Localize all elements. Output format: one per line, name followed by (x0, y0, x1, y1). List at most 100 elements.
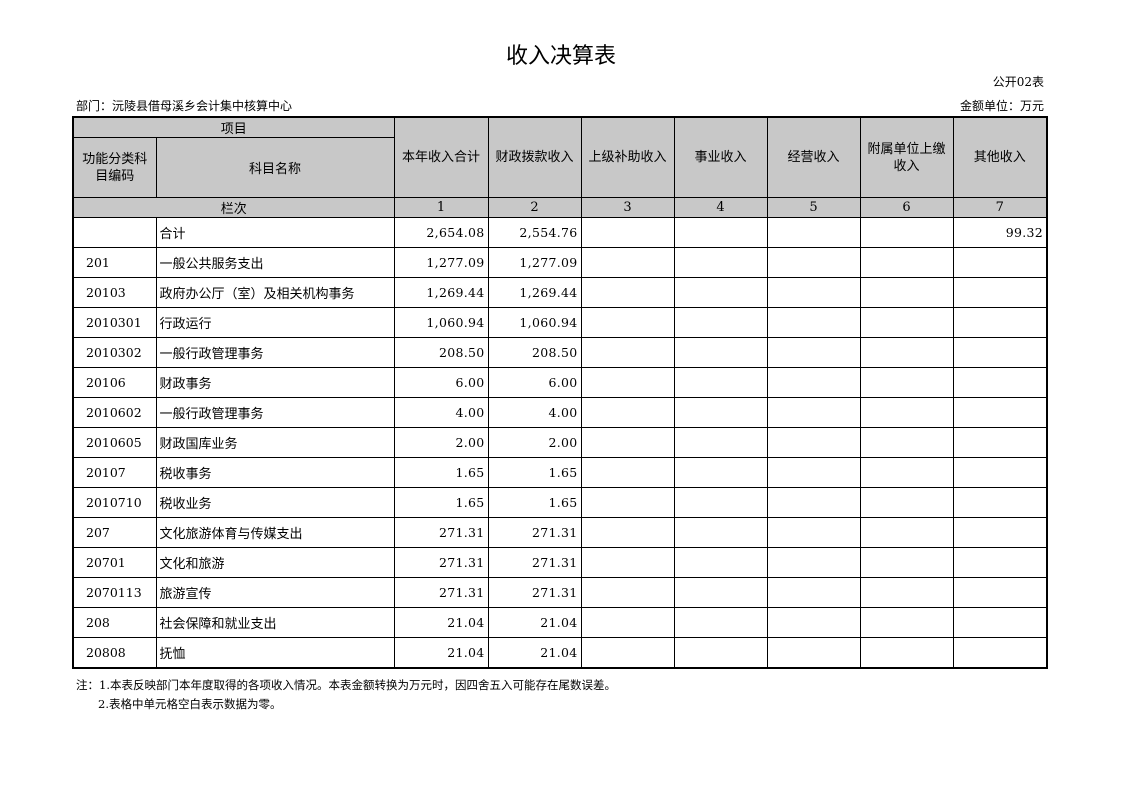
row-value: 208.50 (487, 337, 582, 368)
row-value (952, 337, 1048, 368)
header-item: 项目 (72, 116, 395, 138)
row-name: 一般公共服务支出 (155, 247, 395, 278)
row-value: 6.00 (487, 367, 582, 398)
header-seq: 1 (393, 197, 489, 218)
row-value (673, 487, 768, 518)
row-value (859, 607, 954, 638)
row-value: 271.31 (487, 547, 582, 578)
table-row: 20107 税收事务 1.65 1.65 (72, 457, 1048, 488)
row-value (673, 217, 768, 248)
row-name: 政府办公厅（室）及相关机构事务 (155, 277, 395, 308)
row-value (580, 247, 675, 278)
row-value (952, 457, 1048, 488)
form-number: 公开02表 (992, 75, 1044, 89)
row-value: 1,277.09 (487, 247, 582, 278)
row-value (673, 427, 768, 458)
row-value (859, 487, 954, 518)
row-value (580, 217, 675, 248)
row-value (766, 427, 861, 458)
note: 2.表格中单元格空白表示数据为零。 (98, 697, 282, 711)
row-value (859, 457, 954, 488)
row-value (580, 367, 675, 398)
header-col: 其他收入 (952, 116, 1048, 198)
row-value (580, 517, 675, 548)
row-value (766, 517, 861, 548)
row-value (766, 307, 861, 338)
row-value: 4.00 (393, 397, 489, 428)
row-code: 2010605 (72, 427, 157, 458)
row-value (859, 307, 954, 338)
header-col: 本年收入合计 (393, 116, 489, 198)
row-value (952, 517, 1048, 548)
header-seq: 4 (673, 197, 768, 218)
row-value: 99.32 (952, 217, 1048, 248)
row-value (673, 367, 768, 398)
row-value (673, 547, 768, 578)
row-name: 文化和旅游 (155, 547, 395, 578)
row-value: 271.31 (393, 517, 489, 548)
row-value (766, 457, 861, 488)
row-code: 2010602 (72, 397, 157, 428)
row-value (952, 547, 1048, 578)
row-name: 文化旅游体育与传媒支出 (155, 517, 395, 548)
table-row: 2010302 一般行政管理事务 208.50 208.50 (72, 337, 1048, 368)
row-code: 2070113 (72, 577, 157, 608)
row-value (859, 277, 954, 308)
row-value (952, 577, 1048, 608)
row-name: 社会保障和就业支出 (155, 607, 395, 638)
table-row: 20106 财政事务 6.00 6.00 (72, 367, 1048, 398)
row-value (766, 397, 861, 428)
row-value (859, 637, 954, 669)
row-value: 2,554.76 (487, 217, 582, 248)
row-value (673, 577, 768, 608)
row-value (580, 487, 675, 518)
row-name: 抚恤 (155, 637, 395, 669)
row-value (766, 487, 861, 518)
row-value: 271.31 (487, 517, 582, 548)
row-value (580, 637, 675, 669)
row-value (580, 457, 675, 488)
header-seq: 3 (580, 197, 675, 218)
row-value (766, 367, 861, 398)
header-col: 经营收入 (766, 116, 861, 198)
row-value (952, 487, 1048, 518)
row-value (580, 277, 675, 308)
row-value (580, 547, 675, 578)
row-value: 1,060.94 (393, 307, 489, 338)
row-value (952, 607, 1048, 638)
row-name: 旅游宣传 (155, 577, 395, 608)
row-value (859, 397, 954, 428)
table-row: 2070113 旅游宣传 271.31 271.31 (72, 577, 1048, 608)
row-name: 行政运行 (155, 307, 395, 338)
row-value (766, 607, 861, 638)
table-row: 208 社会保障和就业支出 21.04 21.04 (72, 607, 1048, 638)
row-code: 20106 (72, 367, 157, 398)
row-value (673, 517, 768, 548)
row-value: 1,060.94 (487, 307, 582, 338)
row-value: 2.00 (487, 427, 582, 458)
table-row: 207 文化旅游体育与传媒支出 271.31 271.31 (72, 517, 1048, 548)
row-value (673, 307, 768, 338)
row-value (673, 247, 768, 278)
table-row: 合计 2,654.08 2,554.76 99.32 (72, 217, 1048, 248)
row-value: 208.50 (393, 337, 489, 368)
row-value (859, 217, 954, 248)
table-row: 20701 文化和旅游 271.31 271.31 (72, 547, 1048, 578)
header-name: 科目名称 (155, 137, 395, 198)
row-value: 271.31 (487, 577, 582, 608)
table-row: 20103 政府办公厅（室）及相关机构事务 1,269.44 1,269.44 (72, 277, 1048, 308)
row-name: 一般行政管理事务 (155, 337, 395, 368)
row-value (766, 547, 861, 578)
row-value: 21.04 (487, 607, 582, 638)
row-value: 1.65 (487, 457, 582, 488)
row-value (952, 247, 1048, 278)
table-row: 20808 抚恤 21.04 21.04 (72, 637, 1048, 669)
row-value: 2.00 (393, 427, 489, 458)
row-code: 20701 (72, 547, 157, 578)
row-value (766, 577, 861, 608)
row-value (673, 457, 768, 488)
row-value (580, 397, 675, 428)
row-value (859, 517, 954, 548)
header-seq-label: 栏次 (72, 197, 395, 218)
table-row: 2010605 财政国库业务 2.00 2.00 (72, 427, 1048, 458)
